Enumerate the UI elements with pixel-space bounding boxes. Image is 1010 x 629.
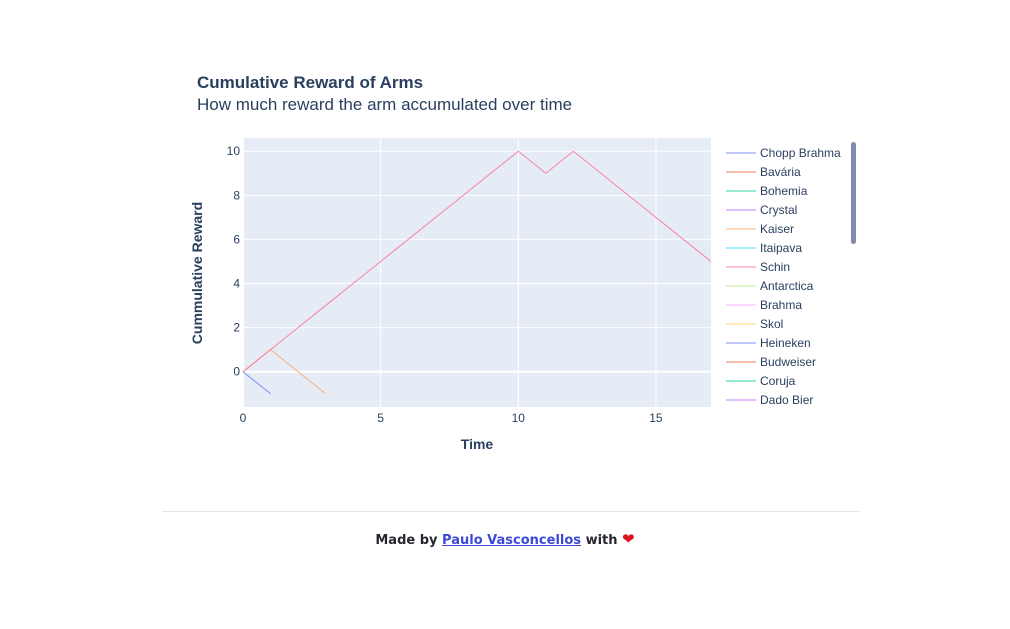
legend-item[interactable]: Budweiser	[726, 355, 816, 369]
legend-item[interactable]: Bavária	[726, 165, 801, 179]
x-tick-labels: 0 5 10 15	[240, 411, 663, 425]
legend-item[interactable]: Skol	[726, 317, 783, 331]
legend-item[interactable]: Chopp Brahma	[726, 146, 841, 160]
author-link[interactable]: Paulo Vasconcellos	[442, 533, 582, 548]
legend-label: Skol	[760, 317, 783, 331]
legend-item[interactable]: Dado Bier	[726, 393, 813, 407]
legend-label: Kaiser	[760, 222, 794, 236]
y-tick-labels: 0 2 4 6 8 10	[227, 144, 241, 378]
legend-item[interactable]: Brahma	[726, 298, 802, 312]
legend-label: Coruja	[760, 374, 796, 388]
chart-subtitle: How much reward the arm accumulated over…	[197, 95, 572, 114]
legend-item[interactable]: Crystal	[726, 203, 797, 217]
y-axis-title: Cummulative Reward	[189, 202, 205, 344]
x-tick-label: 0	[240, 411, 247, 425]
heart-icon: ❤	[622, 530, 635, 548]
grid-lines	[242, 138, 711, 407]
legend-item[interactable]: Heineken	[726, 336, 811, 350]
y-tick-label: 4	[233, 277, 240, 291]
y-tick-label: 2	[233, 321, 240, 335]
legend-label: Bavária	[760, 165, 801, 179]
legend[interactable]: Chopp Brahma Bavária Bohemia Crystal Kaiser I…	[726, 146, 841, 407]
series-line-0	[243, 371, 271, 395]
legend-item[interactable]: Itaipava	[726, 241, 802, 255]
series-line-6	[243, 150, 711, 373]
x-tick-label: 5	[377, 411, 384, 425]
legend-label: Schin	[760, 260, 790, 274]
x-tick-label: 10	[512, 411, 526, 425]
legend-item[interactable]: Coruja	[726, 374, 796, 388]
y-tick-label: 6	[233, 232, 240, 246]
legend-item[interactable]: Kaiser	[726, 222, 794, 236]
chart-title: Cumulative Reward of Arms	[197, 73, 423, 92]
legend-label: Antarctica	[760, 279, 814, 293]
legend-label: Crystal	[760, 203, 797, 217]
legend-label: Chopp Brahma	[760, 146, 841, 160]
footer: Made by Paulo Vasconcellos with ❤	[0, 530, 1010, 548]
x-tick-label: 15	[649, 411, 663, 425]
legend-item[interactable]: Antarctica	[726, 279, 814, 293]
footer-prefix: Made by	[375, 533, 438, 548]
footer-divider	[162, 511, 860, 512]
y-tick-label: 8	[233, 188, 240, 202]
legend-item[interactable]: Bohemia	[726, 184, 808, 198]
legend-label: Itaipava	[760, 241, 802, 255]
x-axis-title: Time	[461, 436, 494, 452]
legend-scrollbar[interactable]	[851, 142, 856, 244]
y-tick-label: 10	[227, 144, 241, 158]
legend-label: Budweiser	[760, 355, 816, 369]
legend-label: Dado Bier	[760, 393, 813, 407]
legend-item[interactable]: Schin	[726, 260, 790, 274]
legend-label: Heineken	[760, 336, 811, 350]
footer-suffix: with	[585, 533, 618, 548]
y-tick-label: 0	[233, 365, 240, 379]
series-lines	[243, 150, 711, 395]
legend-label: Brahma	[760, 298, 802, 312]
plot-background	[243, 138, 711, 407]
legend-label: Bohemia	[760, 184, 808, 198]
